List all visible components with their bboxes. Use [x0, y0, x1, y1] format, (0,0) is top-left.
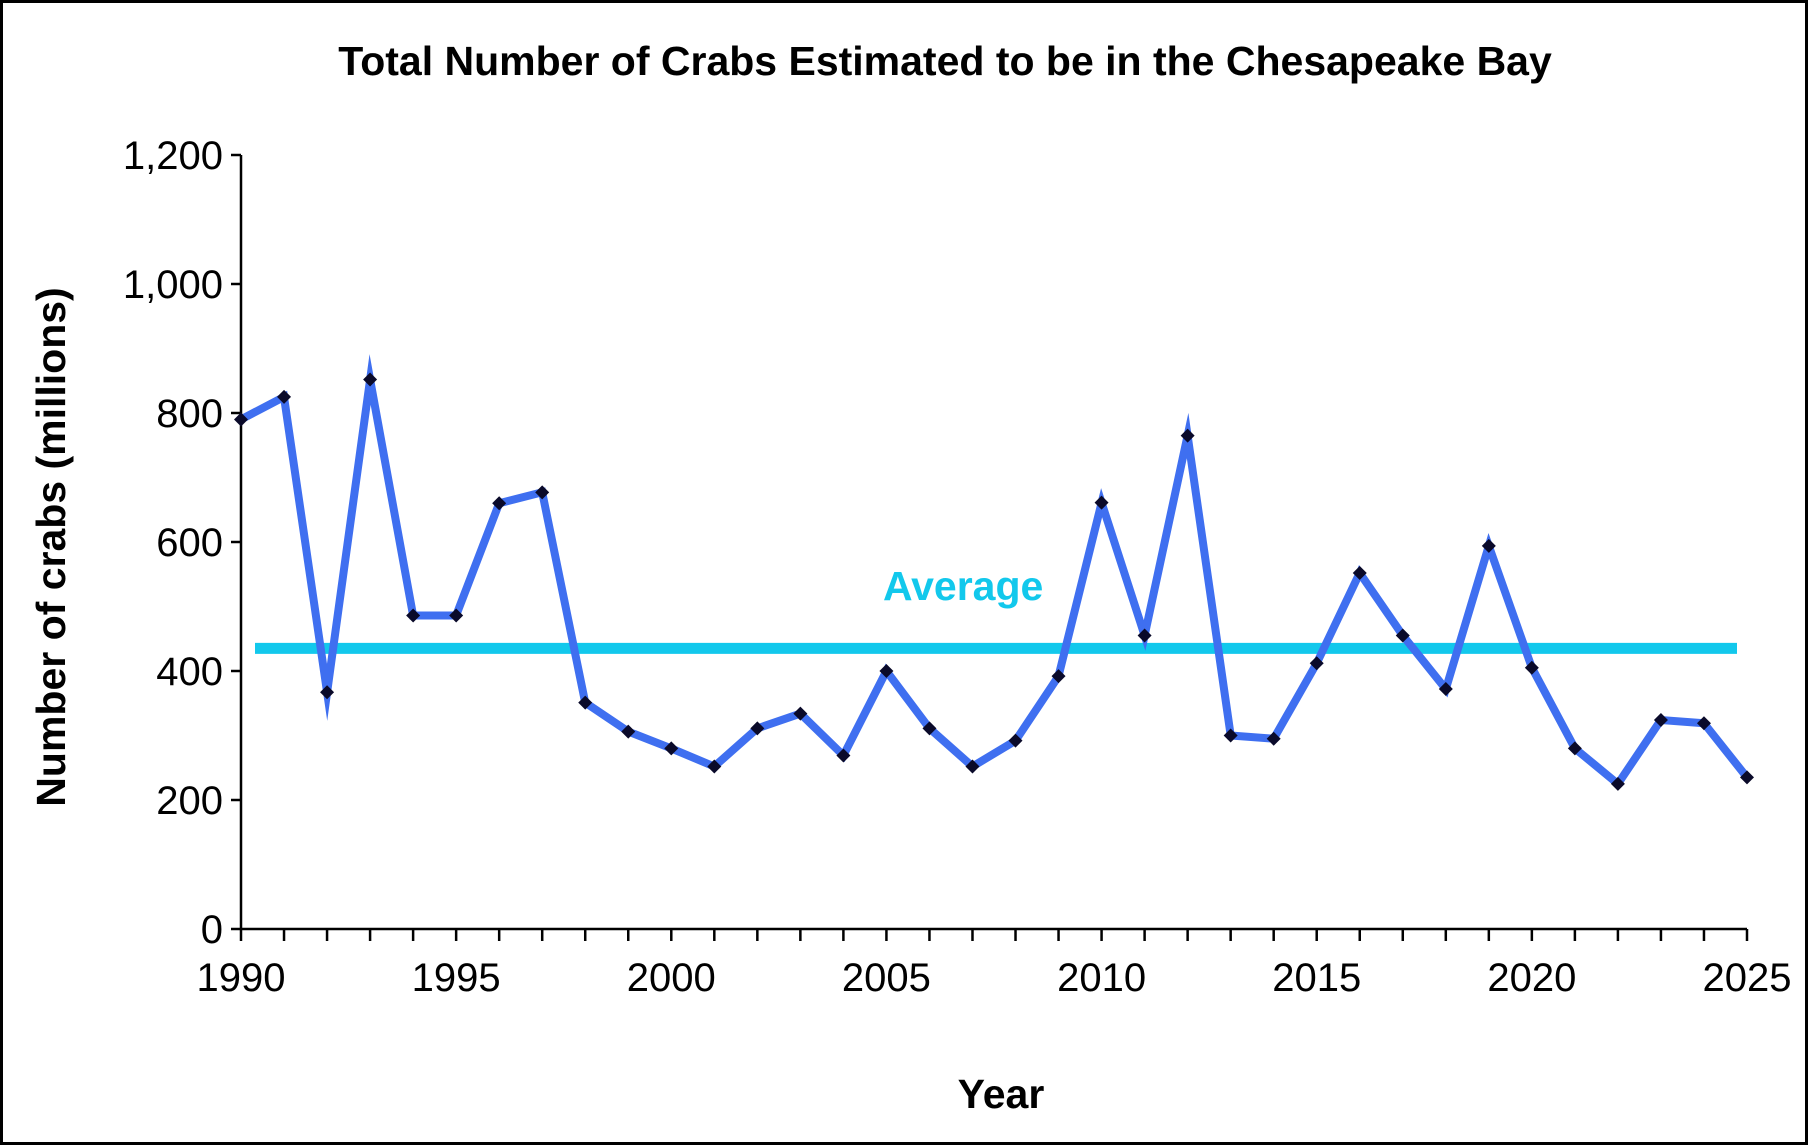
- average-label: Average: [883, 563, 1043, 609]
- x-tick-label: 1995: [412, 956, 501, 1000]
- data-point: [750, 721, 765, 736]
- plot-area: Average: [234, 354, 1754, 791]
- data-point: [363, 372, 378, 387]
- data-point: [1137, 628, 1152, 643]
- data-point: [1653, 713, 1668, 728]
- data-point: [1395, 628, 1410, 643]
- data-point: [1266, 731, 1281, 746]
- y-tick-label: 600: [156, 521, 223, 565]
- x-tick-label: 2010: [1057, 956, 1146, 1000]
- data-point: [1696, 716, 1711, 731]
- data-point: [1352, 565, 1367, 580]
- data-point: [1567, 741, 1582, 756]
- line-chart: Total Number of Crabs Estimated to be in…: [28, 38, 1792, 1117]
- tick-labels: 0 200 400 600 800 1,000 1,200 1990 1995 2000 2005 2…: [123, 134, 1792, 1000]
- x-tick-label: 2005: [842, 956, 931, 1000]
- data-point: [879, 664, 894, 678]
- data-point: [707, 759, 722, 774]
- data-point: [320, 685, 335, 700]
- y-tick-label: 1,200: [123, 134, 223, 178]
- data-point: [664, 741, 679, 756]
- data-point: [836, 748, 851, 763]
- data-point: [1610, 776, 1625, 791]
- data-point: [1094, 495, 1109, 510]
- data-point: [1223, 728, 1238, 743]
- series-line: [239, 354, 1751, 790]
- y-axis-label: Number of crabs (millions): [28, 287, 74, 806]
- data-point: [621, 724, 636, 739]
- data-point: [406, 608, 421, 623]
- chart-title: Total Number of Crabs Estimated to be in…: [338, 38, 1552, 84]
- data-point: [277, 389, 292, 404]
- x-tick-label: 2015: [1272, 956, 1361, 1000]
- data-point: [234, 412, 248, 427]
- y-tick-label: 200: [156, 779, 223, 823]
- x-axis-label: Year: [958, 1071, 1045, 1117]
- data-point: [1524, 660, 1539, 675]
- y-tick-label: 400: [156, 650, 223, 694]
- y-tick-label: 0: [201, 908, 223, 952]
- y-tick-label: 1,000: [123, 263, 223, 307]
- data-point: [535, 485, 550, 500]
- x-tick-label: 1990: [197, 956, 286, 1000]
- data-point: [922, 721, 937, 736]
- data-point: [1481, 538, 1496, 553]
- data-point: [492, 496, 507, 511]
- data-point: [1051, 669, 1066, 684]
- x-tick-label: 2020: [1487, 956, 1576, 1000]
- axes: [231, 153, 1749, 941]
- data-point: [793, 706, 808, 721]
- data-point: [1008, 733, 1023, 748]
- data-point: [449, 608, 464, 623]
- y-tick-label: 800: [156, 392, 223, 436]
- data-point: [965, 759, 980, 774]
- data-point: [578, 695, 593, 710]
- x-tick-label: 2000: [627, 956, 716, 1000]
- data-point: [1309, 656, 1324, 671]
- x-tick-label: 2025: [1703, 956, 1792, 1000]
- data-point: [1180, 428, 1195, 443]
- data-point: [1740, 770, 1754, 785]
- data-point: [1438, 682, 1453, 697]
